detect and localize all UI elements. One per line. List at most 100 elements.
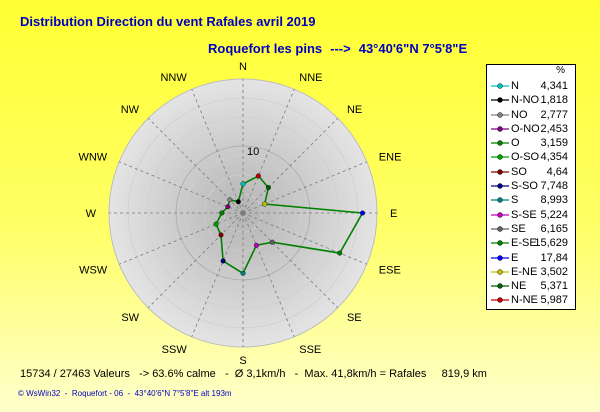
spoke-wsw	[119, 212, 244, 265]
legend-entry-n-ne: N-NE 5,987	[487, 293, 575, 307]
data-point-e	[360, 210, 366, 216]
chart-subtitle: Roquefort les pins ---> 43°40'6"N 7°5'8"E	[208, 41, 467, 56]
legend-unit-label: %	[556, 65, 565, 76]
direction-label-wsw: WSW	[79, 264, 108, 276]
legend-marker-icon	[491, 297, 509, 304]
legend-label: S-SO	[511, 180, 538, 193]
spoke-sw	[147, 212, 244, 309]
legend-entry-o-no: O-NO 2,453	[487, 122, 575, 136]
legend-label: E-SE	[511, 237, 537, 250]
legend-label: O-SO	[511, 151, 540, 164]
legend-label: SO	[511, 165, 527, 178]
legend-entry-n: N 4,341	[487, 79, 575, 93]
spoke-nne	[242, 89, 295, 214]
data-point-n	[240, 181, 246, 187]
spoke-ne	[242, 117, 339, 214]
legend-label: N-NO	[511, 94, 540, 107]
legend-marker-icon	[491, 140, 509, 146]
legend-value: 2,453	[540, 122, 568, 135]
legend-entry-e: E 17,84	[487, 251, 575, 265]
legend-entry-s-se: S-SE 5,224	[487, 208, 575, 222]
data-point-sse	[253, 242, 259, 248]
legend-box: % N 4,341 N-NO 1,818 NO 2,777 O-NO 2,453 O 3,159 O…	[486, 64, 576, 310]
legend-label: N-NE	[511, 294, 538, 307]
legend-marker-icon	[491, 83, 509, 89]
legend-marker-icon	[491, 211, 509, 218]
legend-label: S-SE	[511, 208, 537, 221]
legend-marker-icon	[491, 240, 509, 246]
coordinates: 43°40'6"N 7°5'8"E	[358, 41, 468, 56]
data-point-ne	[265, 185, 271, 191]
data-point-se	[269, 239, 275, 245]
data-point-ese	[337, 250, 343, 256]
legend-label: O-NO	[511, 122, 540, 135]
legend-value: 4,354	[540, 151, 568, 164]
legend-entry-s: S 8,993	[487, 193, 575, 207]
legend-label: E	[511, 251, 519, 264]
direction-label-se: SE	[347, 312, 362, 324]
legend-entry-n-no: N-NO 1,818	[487, 93, 575, 107]
legend-value: 4,341	[540, 80, 568, 92]
legend-label: SE	[511, 222, 526, 235]
legend-value: 5,987	[540, 294, 568, 307]
legend-value: 15,629	[534, 237, 568, 250]
direction-label-wnw: WNW	[78, 152, 107, 164]
legend-value: 6,165	[540, 222, 568, 235]
footer-summary: 15734 / 27463 Valeurs -> 63.6% calme - Ø…	[20, 368, 487, 380]
legend-value: 2,777	[540, 108, 568, 121]
legend-rows: N 4,341 N-NO 1,818 NO 2,777 O-NO 2,453 O 3,159 O-S…	[487, 79, 575, 308]
legend-label: N	[511, 80, 519, 92]
location-name: Roquefort les pins	[208, 41, 323, 56]
grid-ring	[166, 136, 320, 290]
legend-marker-icon	[491, 197, 509, 204]
legend-value: 1,818	[540, 94, 568, 107]
legend-value: 3,159	[540, 137, 568, 150]
legend-value: 5,224	[540, 208, 568, 221]
direction-label-nnw: NNW	[160, 72, 187, 84]
ring-label: 10	[247, 146, 259, 158]
direction-label-e: E	[390, 208, 397, 220]
data-point-nne	[255, 173, 261, 179]
legend-marker-icon	[491, 111, 509, 118]
data-point-nw	[227, 197, 233, 203]
spoke-nw	[147, 117, 244, 214]
direction-label-ese: ESE	[379, 264, 401, 276]
legend-entry-ne: NE 5,371	[487, 279, 575, 293]
chart-title: Distribution Direction du vent Rafales a…	[20, 14, 316, 29]
legend-marker-icon	[491, 283, 509, 289]
direction-label-sse: SSE	[299, 344, 321, 356]
legend-marker-icon	[491, 169, 509, 175]
grid-ring	[185, 155, 301, 271]
spoke-ese	[242, 212, 367, 265]
legend-marker-icon	[491, 126, 509, 132]
legend-value: 7,748	[540, 180, 568, 193]
legend-entry-o-so: O-SO 4,354	[487, 150, 575, 164]
legend-entry-e-se: E-SE 15,629	[487, 236, 575, 250]
data-point-wnw	[225, 204, 231, 210]
legend-label: NE	[511, 280, 527, 293]
footer-credit: © WsWin32 - Roquefort - 06 - 43°40'6"N 7…	[18, 389, 232, 398]
legend-entry-no: NO 2,777	[487, 108, 575, 122]
data-point-nnw	[235, 199, 241, 205]
legend-value: 3,502	[540, 265, 568, 278]
spoke-sse	[242, 212, 295, 337]
legend-marker-icon	[491, 226, 509, 232]
arrow-text: --->	[330, 41, 351, 56]
spoke-nnw	[191, 89, 244, 214]
spoke-ssw	[191, 212, 244, 337]
direction-label-nne: NNE	[299, 72, 322, 84]
legend-marker-icon	[491, 269, 509, 275]
legend-entry-s-so: S-SO 7,748	[487, 179, 575, 193]
legend-entry-so: SO 4,64	[487, 165, 575, 179]
legend-label: NO	[511, 108, 528, 121]
legend-value: 17,84	[540, 251, 568, 264]
data-point-w	[219, 210, 225, 216]
data-point-s	[240, 270, 246, 276]
data-point-ene	[262, 201, 268, 207]
legend-entry-se: SE 6,165	[487, 222, 575, 236]
direction-label-ssw: SSW	[162, 344, 188, 356]
direction-label-nw: NW	[121, 104, 140, 116]
direction-label-s: S	[239, 355, 246, 367]
direction-label-ene: ENE	[379, 152, 402, 164]
